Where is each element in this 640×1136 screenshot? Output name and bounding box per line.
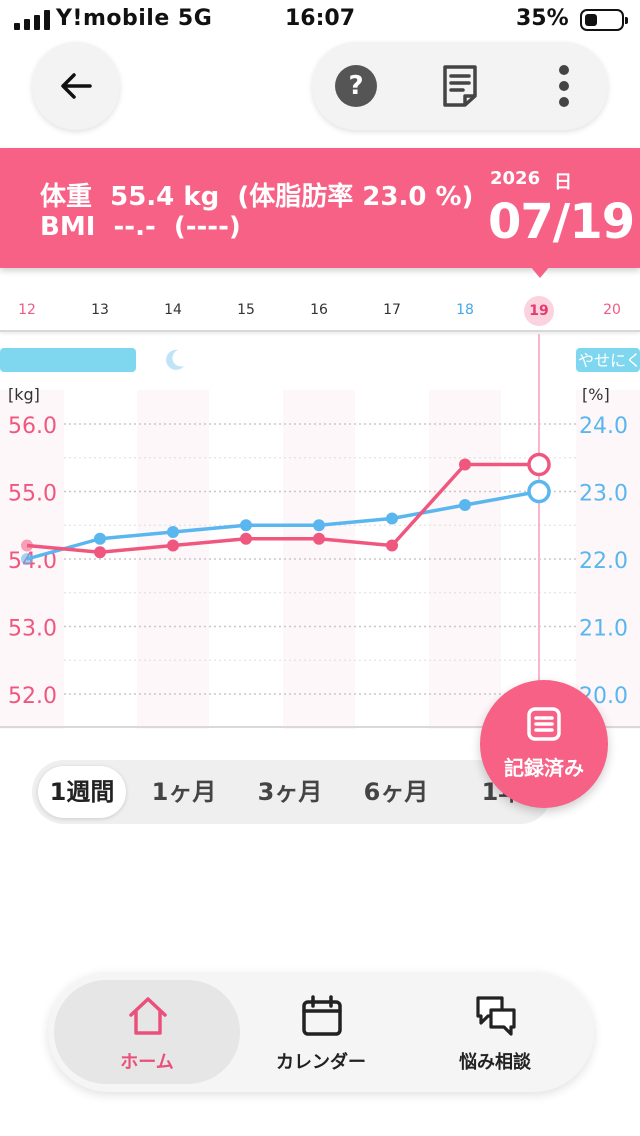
- banner-pointer: [530, 266, 550, 278]
- bmi-label: BMI: [40, 212, 96, 242]
- moon-icon: [166, 349, 184, 370]
- left-tick-label: 55.0: [8, 482, 57, 507]
- battery-percent: 35%: [516, 6, 569, 31]
- chat-icon: [476, 996, 516, 1036]
- bottom-tab-bar: ホーム カレンダー 悩み相談: [48, 972, 594, 1092]
- date-13[interactable]: 13: [91, 302, 109, 318]
- date-17[interactable]: 17: [383, 302, 401, 318]
- selected-date: 07/19: [488, 194, 635, 250]
- weight-point: [459, 458, 471, 471]
- date-19-selected[interactable]: 19: [524, 296, 554, 326]
- weight-point-selected: [527, 452, 551, 477]
- date-strip[interactable]: 12 13 14 15 16 17 18 19 20: [0, 292, 640, 332]
- battery-icon: [580, 9, 628, 31]
- home-icon: [129, 997, 167, 1035]
- list-icon: [527, 707, 561, 741]
- period-1-month[interactable]: 1ヶ月: [151, 778, 217, 806]
- memo-button[interactable]: [436, 62, 484, 110]
- tab-calendar[interactable]: カレンダー: [228, 980, 414, 1084]
- body-fat-point: [313, 519, 325, 532]
- weight-point: [386, 539, 398, 552]
- period-selector: 1週間 1ヶ月 3ヶ月 6ヶ月 1年: [32, 760, 552, 824]
- status-bar: Y!mobile 5G 16:07 35%: [0, 0, 640, 40]
- right-tick-label: 22.0: [579, 549, 628, 574]
- left-tick-label: 53.0: [8, 617, 57, 642]
- period-3-months[interactable]: 3ヶ月: [257, 778, 323, 806]
- date-16[interactable]: 16: [310, 302, 328, 318]
- tab-consultation-label: 悩み相談: [459, 1052, 531, 1073]
- body-fat-line: [26, 489, 540, 561]
- right-status-band: [576, 348, 640, 372]
- bmi-status: (----): [173, 212, 241, 242]
- help-button[interactable]: ?: [332, 62, 380, 110]
- weight-point: [313, 532, 325, 545]
- bmi-line: BMI --.- (----): [40, 212, 241, 242]
- more-vertical-icon: [559, 65, 569, 107]
- weight-label: 体重: [40, 182, 93, 212]
- year-label: 2026: [490, 168, 541, 189]
- weight-point: [94, 546, 106, 559]
- right-tick-label: 21.0: [579, 617, 628, 642]
- date-12[interactable]: 12: [18, 302, 36, 318]
- tab-home-label: ホーム: [120, 1052, 174, 1073]
- right-tick-label: 23.0: [579, 482, 628, 507]
- weight-value: 55.4 kg: [110, 182, 220, 212]
- back-button[interactable]: [32, 42, 120, 130]
- calendar-icon: [302, 995, 342, 1036]
- tab-home[interactable]: ホーム: [54, 980, 240, 1084]
- body-fat-point-selected: [527, 479, 551, 504]
- background-stripe-4: [576, 390, 640, 729]
- date-18[interactable]: 18: [456, 302, 474, 318]
- period-6-months[interactable]: 6ヶ月: [363, 778, 429, 806]
- background-stripe-1: [137, 390, 209, 729]
- body-fat-point: [240, 519, 252, 532]
- recorded-label: 記録済み: [504, 756, 584, 780]
- body-fat-point: [94, 532, 106, 545]
- more-button[interactable]: [540, 62, 588, 110]
- date-20[interactable]: 20: [603, 302, 621, 318]
- left-tick-label: 52.0: [8, 684, 57, 709]
- right-axis-unit: [%]: [582, 385, 610, 404]
- question-icon: ?: [335, 65, 377, 107]
- document-icon: [443, 65, 477, 107]
- left-axis-unit: [kg]: [8, 385, 40, 404]
- arrow-left-icon: [61, 73, 92, 99]
- left-status-band: [0, 348, 136, 372]
- left-tick-label: 56.0: [8, 414, 57, 439]
- weight-point: [240, 532, 252, 545]
- weight-line: 体重 55.4 kg (体脂肪率 23.0 %): [40, 176, 473, 213]
- recorded-button[interactable]: 記録済み: [480, 680, 608, 808]
- weight-point: [21, 539, 33, 552]
- body-fat-value: (体脂肪率 23.0 %): [237, 182, 474, 212]
- weight-chart[interactable]: やせにく [kg] [%] 56.055.054.053.052.0 24.02…: [0, 334, 640, 729]
- body-fat-point: [459, 499, 471, 511]
- date-15[interactable]: 15: [237, 302, 255, 318]
- body-fat-point: [386, 512, 398, 525]
- bmi-value: --.-: [113, 212, 156, 242]
- tab-calendar-label: カレンダー: [276, 1052, 366, 1073]
- tab-consultation[interactable]: 悩み相談: [402, 980, 588, 1084]
- right-status-tag: やせにく: [578, 351, 640, 370]
- top-action-group: ?: [312, 42, 608, 130]
- day-label: 日: [554, 172, 572, 193]
- signal-icon: [14, 10, 50, 30]
- carrier-label: Y!mobile 5G: [56, 6, 213, 31]
- date-14[interactable]: 14: [164, 302, 182, 318]
- measurement-banner: 体重 55.4 kg (体脂肪率 23.0 %) BMI --.- (----)…: [0, 148, 640, 268]
- period-1-week[interactable]: 1週間: [38, 766, 126, 818]
- clock: 16:07: [284, 6, 356, 31]
- chart-bottom-divider: [0, 726, 640, 728]
- right-tick-label: 24.0: [579, 414, 628, 439]
- body-fat-point: [21, 553, 33, 565]
- body-fat-point: [167, 526, 179, 538]
- weight-point: [167, 539, 179, 552]
- weight-line: [26, 462, 539, 554]
